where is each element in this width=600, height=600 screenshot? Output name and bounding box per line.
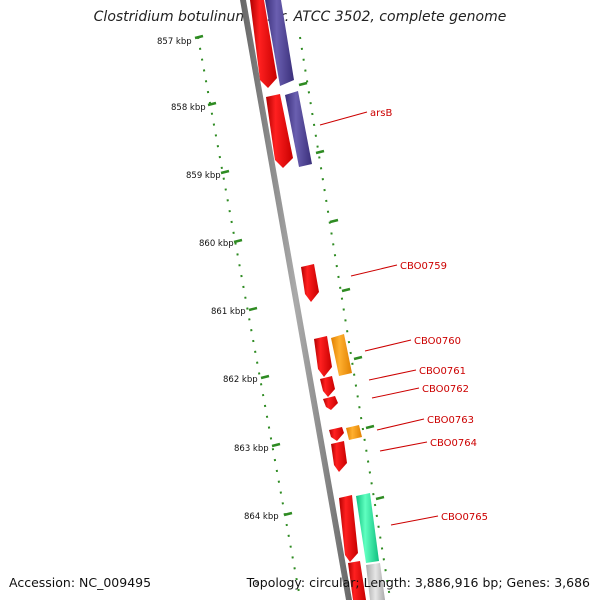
outer-tick [365,424,375,430]
scale-label: 858 kbp [171,103,206,113]
gene-arrow-reverse [356,493,379,563]
gene-arrow-reverse [285,91,312,167]
gene-arrow-forward [320,376,335,397]
scale-label: 857 kbp [157,37,192,47]
gene-arrow-reverse [331,334,352,376]
accession-text: Accession: NC_009495 [9,575,152,590]
map-title: Clostridium botulinum A str. ATCC 3502, … [93,9,507,25]
gene-label: CBO0761 [419,366,466,377]
outer-ticks [298,81,385,501]
scale-tick [271,442,281,448]
scale-tick [248,306,258,312]
gene-arrow-reverse [265,0,294,86]
scale-tick [220,169,230,175]
gene-arrow-forward [339,495,358,562]
outer-tick [341,287,351,293]
gene-arrow-forward [329,427,344,441]
scale-label: 864 kbp [244,512,279,522]
gene-arrow-reverse [366,563,385,600]
gene-arrow-forward [266,94,293,168]
scale-label: 863 kbp [234,444,269,454]
leader-line [319,111,368,126]
outer-tick [298,81,308,87]
gene-arrow-forward [314,336,332,377]
outer-track [299,36,391,599]
gene-label: CBO0763 [427,415,474,426]
leader-line [390,515,439,526]
scale-tick [207,101,217,107]
gene-arrow-forward [348,561,366,600]
forward-strand [250,0,366,600]
outer-tick [329,218,339,224]
scale-label: 861 kbp [211,307,246,317]
leader-line [371,387,420,399]
gene-label: CBO0762 [422,384,469,395]
gene-arrow-forward [323,396,338,410]
gene-label: CBO0764 [430,438,477,449]
scale-ticks: 857 kbp 858 kbp 859 kbp 860 kbp 861 kbp … [157,34,293,522]
leader-line [350,264,398,277]
reverse-strand [265,0,385,600]
scale-tick [283,511,293,517]
leader-line [368,369,417,381]
gene-arrow-forward [331,441,347,472]
leader-line [376,418,425,431]
gene-arrow-reverse [346,425,362,440]
scale-label: 862 kbp [223,375,258,385]
gene-label: CBO0760 [414,336,461,347]
gene-label: CBO0765 [441,512,488,523]
gene-label: CBO0759 [400,261,447,272]
genome-backbone [240,0,352,600]
gene-arrow-forward [301,264,319,302]
outer-tick [375,495,385,501]
footer-marker: 8 [255,580,259,587]
scale-tick [233,238,243,244]
scale-label: 860 kbp [199,239,234,249]
scale-tick [194,34,204,40]
outer-tick [315,149,325,155]
outer-tick [353,355,363,361]
gene-arrow-forward [250,0,277,88]
scale-tick [260,374,270,380]
scale-label: 859 kbp [186,171,221,181]
gene-label: arsB [370,108,392,119]
leader-line [364,339,412,352]
topology-text: Topology: circular; Length: 3,886,916 bp… [246,575,590,590]
leader-line [379,441,428,452]
gene-labels: arsB CBO0759 CBO0760 CBO0761 CBO0762 CBO… [319,108,488,526]
